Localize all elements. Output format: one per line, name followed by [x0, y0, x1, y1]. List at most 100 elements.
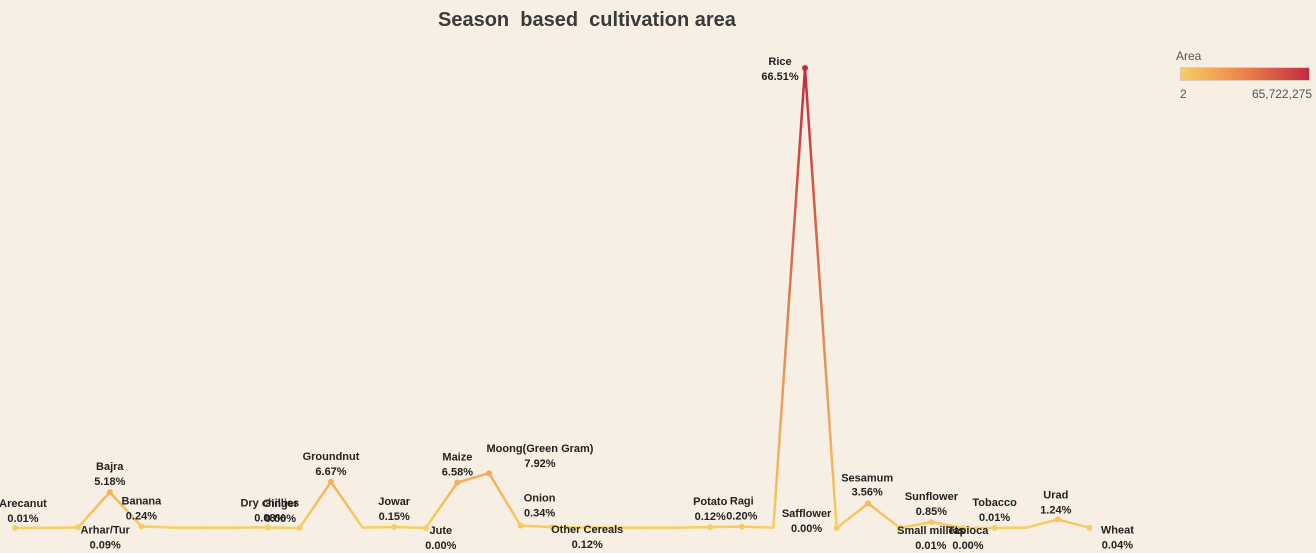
point-name-label: Potato	[693, 496, 728, 508]
point-percent-label: 0.24%	[126, 510, 157, 522]
line-segment	[456, 471, 491, 484]
data-point[interactable]	[517, 522, 524, 529]
point-percent-label: 6.67%	[315, 466, 346, 478]
legend-max-label: 65,722,275	[1251, 87, 1312, 101]
line-segment	[803, 66, 838, 530]
data-point[interactable]	[865, 500, 872, 507]
point-name-label: Wheat	[1101, 525, 1134, 537]
point-percent-label: 66.51%	[761, 71, 799, 83]
point-percent-label: 6.58%	[442, 466, 473, 478]
point-percent-label: 0.34%	[524, 508, 555, 520]
line-segment	[930, 520, 965, 530]
data-point[interactable]	[549, 524, 556, 531]
point-name-label: Onion	[524, 493, 556, 505]
point-percent-label: 0.15%	[379, 511, 410, 523]
data-point[interactable]	[454, 479, 461, 486]
line-segment	[1024, 518, 1060, 529]
color-legend: Area 2 65,722,275	[1176, 49, 1312, 105]
line-segment	[740, 525, 775, 529]
point-percent-label: 7.92%	[524, 458, 555, 470]
point-name-label: Ragi	[730, 496, 754, 508]
data-point[interactable]	[991, 524, 998, 531]
data-point[interactable]	[328, 478, 334, 485]
data-point[interactable]	[928, 519, 935, 526]
legend-min-label: 2	[1180, 87, 1187, 101]
line-segment	[392, 525, 428, 530]
point-name-label: Tapioca	[948, 525, 990, 537]
point-percent-label: 0.85%	[916, 506, 947, 518]
line-segment	[424, 481, 459, 530]
data-point[interactable]	[896, 524, 903, 531]
point-percent-label: 0.01%	[979, 512, 1010, 524]
data-point[interactable]	[833, 525, 840, 531]
point-name-label: Groundnut	[303, 451, 360, 463]
point-name-label: Moong(Green Gram)	[487, 443, 594, 455]
data-point[interactable]	[1054, 516, 1061, 523]
legend-gradient-bar	[1180, 67, 1310, 81]
data-point[interactable]	[486, 470, 492, 477]
point-percent-label: 0.00%	[425, 540, 456, 552]
data-point[interactable]	[1086, 524, 1093, 531]
point-name-label: Tobacco	[972, 497, 1017, 509]
point-percent-label: 1.24%	[1040, 504, 1071, 516]
line-segment	[329, 480, 364, 529]
data-point[interactable]	[802, 65, 808, 71]
point-percent-label: 0.01%	[915, 540, 946, 552]
point-percent-label: 0.09%	[90, 539, 121, 551]
line-segment	[361, 525, 396, 529]
point-percent-label: 0.00%	[952, 540, 983, 552]
line-segment	[298, 480, 333, 530]
data-point[interactable]	[75, 524, 82, 531]
line-segment	[519, 524, 554, 529]
point-percent-label: 0.08%	[254, 512, 285, 524]
data-point[interactable]	[264, 524, 271, 531]
point-name-label: Ginger	[263, 498, 299, 510]
line-segment	[266, 526, 301, 530]
legend-title: Area	[1176, 49, 1202, 63]
data-point[interactable]	[960, 525, 966, 531]
point-percent-label: 0.01%	[7, 513, 38, 525]
point-name-label: Jute	[429, 525, 452, 537]
data-point[interactable]	[707, 524, 714, 531]
point-name-label: Rice	[768, 56, 791, 68]
data-points	[12, 65, 1093, 531]
data-point[interactable]	[138, 523, 145, 530]
point-name-label: Bajra	[96, 461, 124, 473]
point-name-label: Sunflower	[905, 491, 959, 503]
line-segments	[13, 66, 1091, 530]
point-percent-label: 0.20%	[726, 511, 757, 523]
point-percent-label: 0.00%	[791, 523, 822, 535]
line-segment	[487, 471, 522, 527]
point-percent-label: 0.00%	[265, 513, 296, 525]
line-segment	[835, 502, 870, 530]
point-name-label: Arhar/Tur	[81, 524, 131, 536]
point-percent-label: 0.12%	[695, 511, 726, 523]
point-name-label: Jowar	[378, 496, 411, 508]
point-name-label: Banana	[122, 495, 163, 507]
point-name-label: Sesamum	[841, 472, 893, 484]
point-name-label: Safflower	[782, 508, 832, 520]
data-point[interactable]	[422, 525, 429, 531]
data-labels: Arecanut 0.01% Arhar/Tur 0.09% Bajra 5.18% Ban…	[0, 56, 1134, 552]
line-segment	[76, 490, 112, 529]
line-segment	[898, 520, 933, 530]
line-segment	[108, 490, 143, 528]
data-point[interactable]	[738, 523, 745, 530]
data-point[interactable]	[391, 523, 398, 530]
line-segment	[45, 526, 80, 530]
point-percent-label: 3.56%	[852, 486, 883, 498]
line-segment	[708, 525, 744, 529]
data-point[interactable]	[12, 524, 18, 531]
point-percent-label: 0.12%	[572, 539, 603, 551]
data-point[interactable]	[296, 525, 303, 531]
line-segment	[1056, 518, 1091, 529]
point-name-label: Maize	[442, 451, 472, 463]
point-name-label: Dry chillies	[240, 497, 299, 509]
point-name-label: Urad	[1043, 489, 1068, 501]
line-segment	[140, 525, 175, 529]
point-name-label: Other Cereals	[551, 524, 623, 536]
data-point[interactable]	[106, 489, 113, 496]
point-percent-label: 0.04%	[1102, 540, 1133, 552]
point-name-label: Small millets	[897, 525, 964, 537]
